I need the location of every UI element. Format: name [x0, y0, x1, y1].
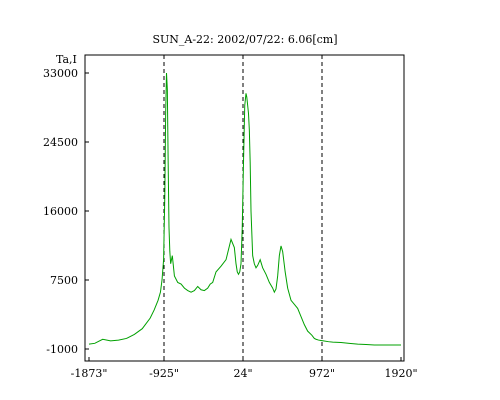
x-tick-label: 1920" [384, 367, 417, 380]
plot-frame [84, 54, 405, 362]
series-layer [88, 72, 401, 346]
x-axis-ticks: -1873" -925" 24" 972" 1920" [71, 357, 418, 380]
x-tick-label: -925" [149, 367, 179, 380]
chart-title: SUN_A-22: 2002/07/22: 6.06[cm] [152, 33, 337, 46]
marker-lines [163, 55, 323, 361]
y-axis-ticks: -1000 7500 16000 24500 33000 [43, 67, 89, 356]
y-tick-label: -1000 [46, 343, 78, 356]
y-tick-label: 16000 [43, 205, 78, 218]
y-axis-label: Ta,I [56, 53, 77, 66]
y-tick-label: 33000 [43, 67, 78, 80]
y-tick-label: 24500 [43, 136, 78, 149]
x-tick-label: 972" [309, 367, 335, 380]
y-tick-label: 7500 [50, 274, 78, 287]
x-tick-label: -1873" [71, 367, 108, 380]
x-tick-label: 24" [233, 367, 252, 380]
spectrum-line [88, 72, 401, 346]
